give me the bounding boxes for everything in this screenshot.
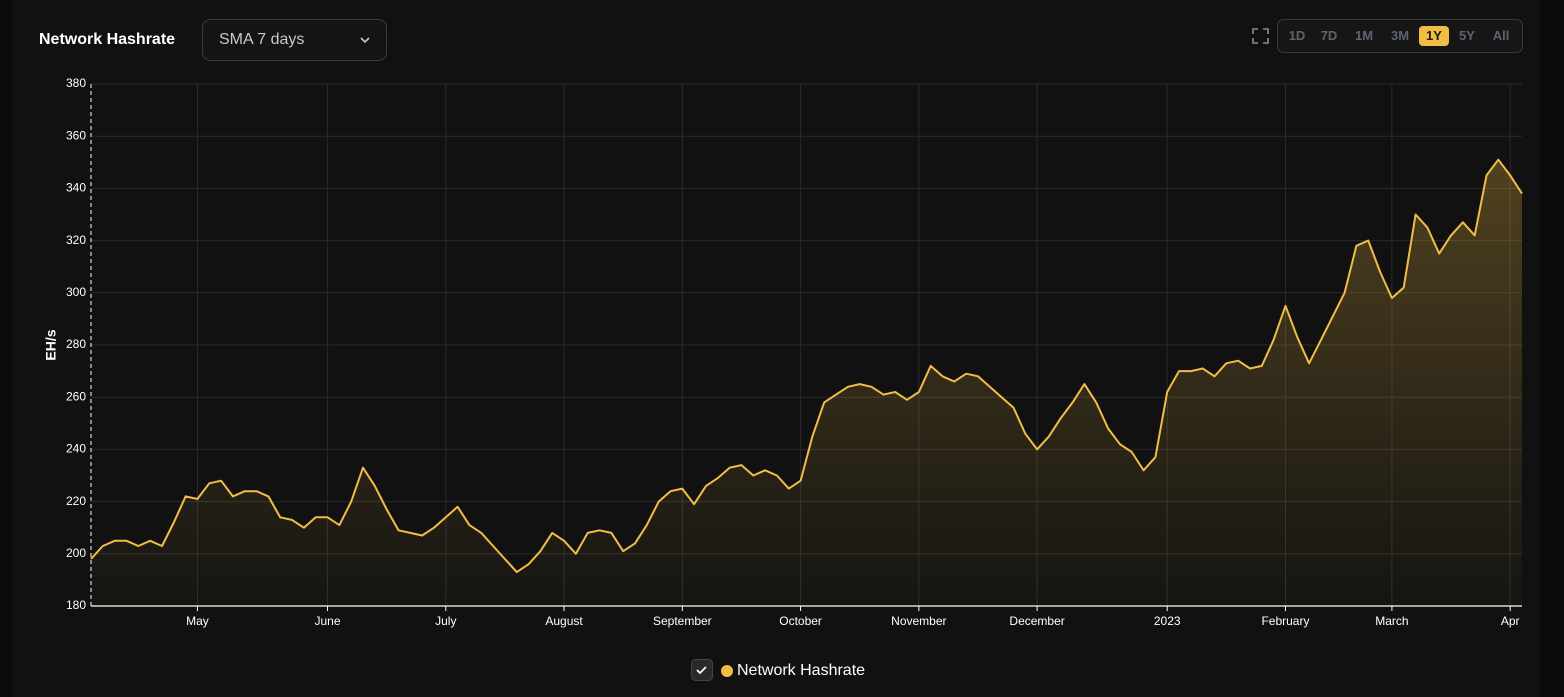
range-group [1277,19,1523,53]
area [91,159,1522,606]
y-tick-label: 280 [66,337,86,351]
y-tick-label: 180 [66,598,86,612]
range-button[interactable]: 1M [1355,28,1373,43]
x-tick-label: September [653,614,712,628]
range-button-active[interactable] [1419,26,1449,46]
x-tick-label: November [891,614,946,628]
plot: 180 200 220 240 260 280 300 320 340 360 380 May June… [43,76,1523,628]
y-tick-label: 260 [66,389,86,403]
dropdown-label[interactable]: SMA 7 days [219,31,304,48]
line [90,158,1523,574]
x-tick-label: December [1009,614,1064,628]
y-tick-label: 200 [66,546,86,560]
x-tick-label: June [315,614,341,628]
y-tick-label: 340 [66,181,86,195]
range-button[interactable]: 5Y [1459,28,1475,43]
x-tick-label: October [779,614,822,628]
legend-label[interactable]: Network Hashrate [737,662,865,679]
legend-swatch[interactable] [721,665,733,677]
y-tick-label: 240 [66,442,86,456]
range-buttons: 1D 7D 1M 3M 1Y 5Y All [1289,26,1510,46]
range-button[interactable]: 7D [1321,28,1338,43]
y-tick-label: 320 [66,233,86,247]
range-button[interactable]: All [1493,28,1510,43]
x-tick-label: February [1261,614,1309,628]
x-tick-label: March [1375,614,1408,628]
x-tick-label: August [545,614,583,628]
x-tick-label: 2023 [1154,614,1181,628]
range-button[interactable]: 1D [1289,28,1306,43]
fullscreen-glyph[interactable] [1252,28,1269,44]
dropdown-box[interactable] [202,19,387,61]
range-button[interactable]: 1Y [1426,28,1442,43]
y-axis-label: EH/s [43,329,59,360]
legend-check[interactable] [696,666,707,675]
x-tick-label: May [186,614,209,628]
dropdown[interactable]: SMA 7 days [202,19,387,61]
dropdown-chevron[interactable] [360,37,370,44]
y-tick-label: 220 [66,494,86,508]
legend[interactable]: Network Hashrate [691,659,866,681]
y-tick-label: 300 [66,285,86,299]
y-tick-label: 360 [66,128,86,142]
chart-title: Network Hashrate [39,31,175,48]
fullscreen-icon[interactable] [1252,28,1269,44]
x-tick-label: Apr [1501,614,1520,628]
x-tick-label: July [435,614,456,628]
y-tick-label: 380 [66,76,86,90]
range-button[interactable]: 3M [1391,28,1409,43]
